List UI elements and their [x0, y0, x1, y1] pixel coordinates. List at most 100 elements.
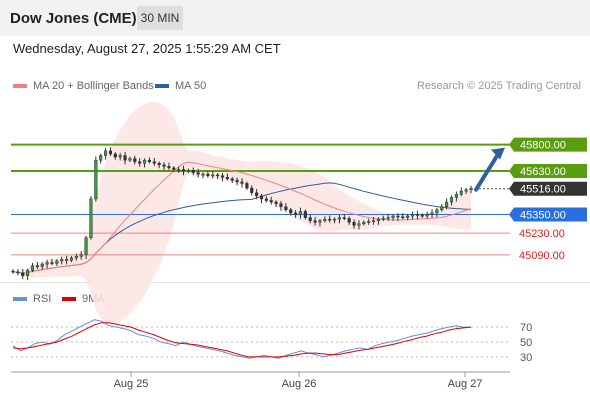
candle-body: [220, 175, 225, 178]
candle: [250, 185, 254, 196]
candle-body: [454, 194, 458, 198]
candle: [235, 177, 239, 186]
candle-body: [167, 166, 171, 169]
rsi-tick-label: 50: [520, 337, 532, 349]
candle-body: [410, 214, 415, 217]
candle: [220, 172, 225, 182]
candle-body: [391, 215, 395, 218]
chart-header: Dow Jones (CME) 30 MIN: [0, 0, 590, 36]
candle: [113, 152, 117, 160]
bollinger-band: [13, 101, 471, 326]
rsi-legend-label: RSI: [33, 293, 52, 305]
candle-body: [337, 217, 342, 220]
candle-body: [420, 215, 424, 217]
candle: [142, 158, 147, 168]
candle: [303, 209, 307, 220]
candle-body: [469, 188, 473, 190]
candle: [162, 162, 166, 171]
candle: [391, 214, 395, 221]
candle-body: [430, 212, 434, 215]
level-tag-label: 45800.00: [520, 140, 566, 152]
candle: [11, 269, 15, 274]
candle-body: [162, 164, 166, 167]
candle: [118, 152, 122, 161]
candle: [323, 216, 327, 223]
candle-body: [108, 150, 113, 155]
candle-body: [235, 180, 239, 183]
candle-body: [318, 220, 322, 223]
candle: [152, 158, 156, 166]
candle: [279, 200, 283, 211]
candle: [357, 220, 361, 230]
candle-body: [147, 159, 152, 162]
candle: [386, 213, 390, 221]
candle: [332, 217, 337, 224]
candle: [128, 156, 132, 163]
candle: [147, 157, 152, 164]
candle: [35, 261, 39, 270]
candle: [50, 258, 54, 266]
candle: [245, 181, 249, 190]
candle-body: [298, 211, 303, 215]
candle: [157, 161, 161, 169]
candle-body: [274, 201, 278, 204]
candle-body: [172, 167, 176, 170]
candle-body: [55, 260, 59, 264]
x-tick-label: Aug 27: [448, 378, 483, 390]
candle: [216, 173, 220, 180]
candle: [284, 203, 288, 212]
candle: [55, 259, 59, 266]
candle-body: [250, 187, 254, 194]
candle: [99, 153, 103, 164]
candle-body: [152, 161, 156, 164]
candle: [201, 172, 205, 179]
candle-body: [284, 206, 288, 211]
candle-body: [84, 237, 88, 256]
candle-body: [381, 218, 385, 220]
ma50-legend-label: MA 50: [175, 80, 207, 92]
candle-body: [133, 158, 137, 162]
level-tag-label: 45630.00: [520, 166, 566, 178]
candle-body: [94, 159, 98, 200]
candle: [181, 165, 186, 176]
candle-body: [191, 170, 195, 173]
x-tick-label: Aug 25: [114, 378, 149, 390]
candle: [60, 256, 64, 265]
candle: [225, 173, 229, 181]
candle-body: [279, 203, 283, 207]
candle-body: [142, 159, 147, 164]
candle: [406, 214, 410, 221]
candle: [21, 268, 25, 280]
candle-body: [157, 163, 161, 166]
candle-body: [225, 176, 229, 180]
candle: [459, 187, 463, 197]
research-credit: Research © 2025 Trading Central: [416, 80, 581, 92]
candle: [430, 209, 434, 218]
level-tag-shape: [509, 137, 587, 152]
candle-body: [181, 169, 186, 172]
rsi-ma-line: [12, 322, 472, 358]
support-level-label: 45230.00: [519, 228, 565, 240]
level-tag-label: 45350.00: [520, 209, 566, 221]
candle: [464, 187, 468, 194]
candle-body: [357, 223, 361, 226]
candle: [123, 151, 127, 165]
candle-body: [216, 174, 220, 177]
candle: [371, 216, 376, 225]
level-tag-label: 45516.00: [520, 184, 566, 196]
candle: [211, 171, 215, 179]
candle-body: [371, 220, 376, 222]
candle-body: [415, 214, 419, 216]
candle: [138, 158, 142, 167]
candle: [410, 211, 415, 220]
candle-body: [11, 270, 15, 273]
level-tag-shape: [509, 181, 587, 196]
candle: [255, 189, 259, 200]
current-level-tag: 45516.00: [509, 181, 587, 196]
candle-body: [269, 200, 273, 203]
timeframe-button[interactable]: 30 MIN: [137, 6, 183, 30]
rsi-ma-legend-swatch: [62, 297, 76, 301]
candle: [26, 268, 30, 280]
candle-body: [40, 263, 44, 267]
